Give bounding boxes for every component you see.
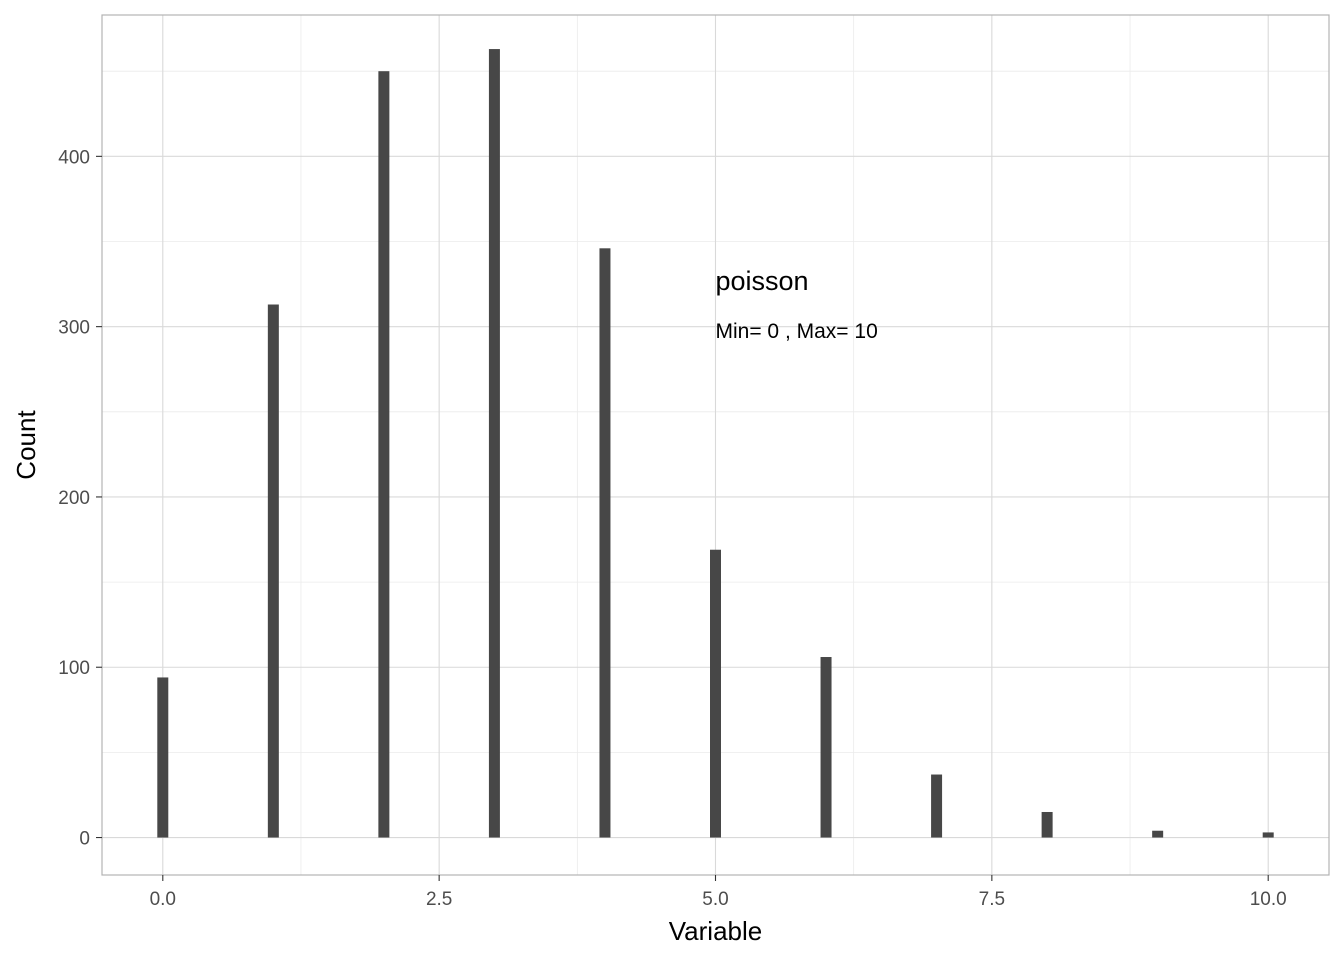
bar	[1262, 832, 1274, 838]
bar	[488, 49, 500, 838]
annotation-title: poisson	[716, 266, 809, 296]
bar	[1152, 830, 1164, 838]
y-tick-label: 300	[58, 318, 90, 339]
bar	[267, 304, 279, 838]
x-tick-label: 5.0	[702, 889, 728, 910]
x-tick-label: 0.0	[150, 889, 176, 910]
bars	[157, 49, 1274, 838]
bar	[1041, 811, 1053, 838]
grid	[102, 15, 1329, 875]
y-tick-label: 200	[58, 488, 90, 509]
bar	[931, 774, 943, 838]
bar	[157, 677, 169, 838]
bar	[378, 71, 390, 838]
bar	[710, 549, 721, 838]
x-axis: 0.0 2.5 5.0 7.5 10.0	[150, 875, 1287, 910]
y-tick-label: 400	[58, 147, 90, 168]
bar	[820, 657, 832, 838]
annotation-subtitle: Min= 0 , Max= 10	[716, 320, 878, 343]
bar	[599, 248, 611, 838]
y-axis: 0 100 200 300 400	[58, 147, 102, 850]
x-tick-label: 10.0	[1250, 889, 1287, 910]
x-tick-label: 2.5	[426, 889, 452, 910]
x-axis-title: Variable	[669, 916, 762, 946]
x-tick-label: 7.5	[979, 889, 1005, 910]
y-axis-title: Count	[11, 410, 41, 480]
y-tick-label: 0	[79, 829, 90, 850]
y-tick-label: 100	[58, 658, 90, 679]
